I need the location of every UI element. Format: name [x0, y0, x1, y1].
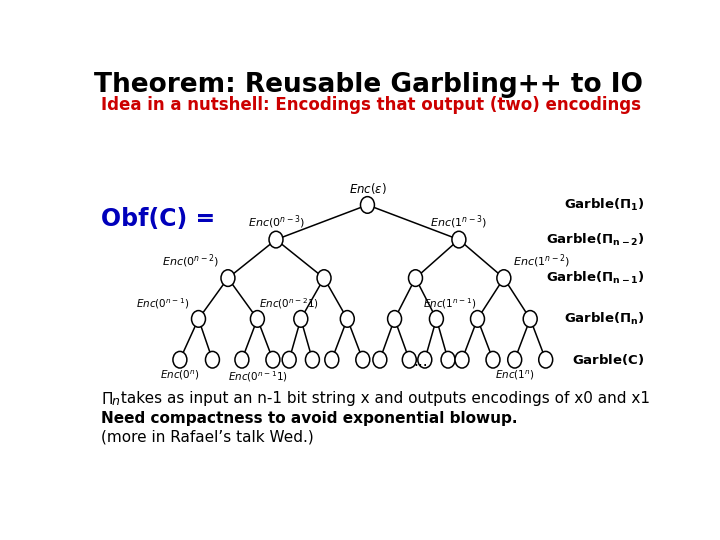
Ellipse shape: [402, 352, 416, 368]
Ellipse shape: [429, 310, 444, 327]
Text: $Enc(0^{n-2}1)$: $Enc(0^{n-2}1)$: [259, 296, 319, 311]
Ellipse shape: [221, 270, 235, 286]
Text: $Enc(0^{n-1}1)$: $Enc(0^{n-1}1)$: [228, 369, 287, 384]
Ellipse shape: [251, 310, 264, 327]
Ellipse shape: [452, 231, 466, 248]
Ellipse shape: [192, 310, 205, 327]
Text: $Enc(1^n)$: $Enc(1^n)$: [495, 369, 534, 382]
Text: Need compactness to avoid exponential blowup.: Need compactness to avoid exponential bl…: [101, 411, 518, 427]
Ellipse shape: [408, 270, 423, 286]
Ellipse shape: [387, 310, 402, 327]
Text: Obf(C) =: Obf(C) =: [101, 207, 215, 231]
Ellipse shape: [361, 197, 374, 213]
Text: $\mathbf{Garble(\Pi_1)}$: $\mathbf{Garble(\Pi_1)}$: [564, 197, 644, 213]
Ellipse shape: [317, 270, 331, 286]
Text: Idea in a nutshell: Encodings that output (two) encodings: Idea in a nutshell: Encodings that outpu…: [101, 96, 641, 113]
Text: $Enc(1^{n-2})$: $Enc(1^{n-2})$: [513, 253, 570, 271]
Ellipse shape: [455, 352, 469, 368]
Ellipse shape: [418, 352, 432, 368]
Ellipse shape: [325, 352, 339, 368]
Text: $Enc(0^{n-3})$: $Enc(0^{n-3})$: [248, 213, 305, 231]
Text: ...: ...: [413, 354, 428, 369]
Text: (more in Rafael’s talk Wed.): (more in Rafael’s talk Wed.): [101, 430, 314, 445]
Ellipse shape: [266, 352, 280, 368]
Text: $Enc(1^{n-3})$: $Enc(1^{n-3})$: [431, 213, 487, 231]
Ellipse shape: [539, 352, 553, 368]
Text: $Enc(1^{n-1})$: $Enc(1^{n-1})$: [423, 296, 476, 311]
Text: $\Pi$: $\Pi$: [101, 391, 113, 407]
Text: Theorem: Reusable Garbling++ to IO: Theorem: Reusable Garbling++ to IO: [94, 72, 644, 98]
Ellipse shape: [523, 310, 537, 327]
Text: $\mathbf{Garble(C)}$: $\mathbf{Garble(C)}$: [572, 352, 644, 367]
Ellipse shape: [508, 352, 522, 368]
Ellipse shape: [205, 352, 220, 368]
Text: $Enc(0^{n-1})$: $Enc(0^{n-1})$: [136, 296, 189, 311]
Ellipse shape: [471, 310, 485, 327]
Text: $Enc(0^{n-2})$: $Enc(0^{n-2})$: [162, 253, 219, 271]
Ellipse shape: [294, 310, 307, 327]
Ellipse shape: [235, 352, 249, 368]
Ellipse shape: [373, 352, 387, 368]
Text: $Enc(0^n)$: $Enc(0^n)$: [160, 369, 199, 382]
Text: takes as input an n-1 bit string x and outputs encodings of x0 and x1: takes as input an n-1 bit string x and o…: [117, 392, 650, 407]
Ellipse shape: [486, 352, 500, 368]
Text: $\mathbf{Garble(\Pi_n)}$: $\mathbf{Garble(\Pi_n)}$: [564, 311, 644, 327]
Ellipse shape: [282, 352, 296, 368]
Text: $\mathbf{Garble(\Pi_{n-1})}$: $\mathbf{Garble(\Pi_{n-1})}$: [546, 270, 644, 286]
Ellipse shape: [305, 352, 320, 368]
Ellipse shape: [341, 310, 354, 327]
Text: $Enc(\varepsilon)$: $Enc(\varepsilon)$: [348, 181, 387, 197]
Text: $n$: $n$: [111, 395, 120, 408]
Ellipse shape: [441, 352, 455, 368]
Text: $\mathbf{Garble(\Pi_{n-2})}$: $\mathbf{Garble(\Pi_{n-2})}$: [546, 232, 644, 248]
Ellipse shape: [497, 270, 510, 286]
Ellipse shape: [269, 231, 283, 248]
Ellipse shape: [356, 352, 370, 368]
Ellipse shape: [173, 352, 187, 368]
